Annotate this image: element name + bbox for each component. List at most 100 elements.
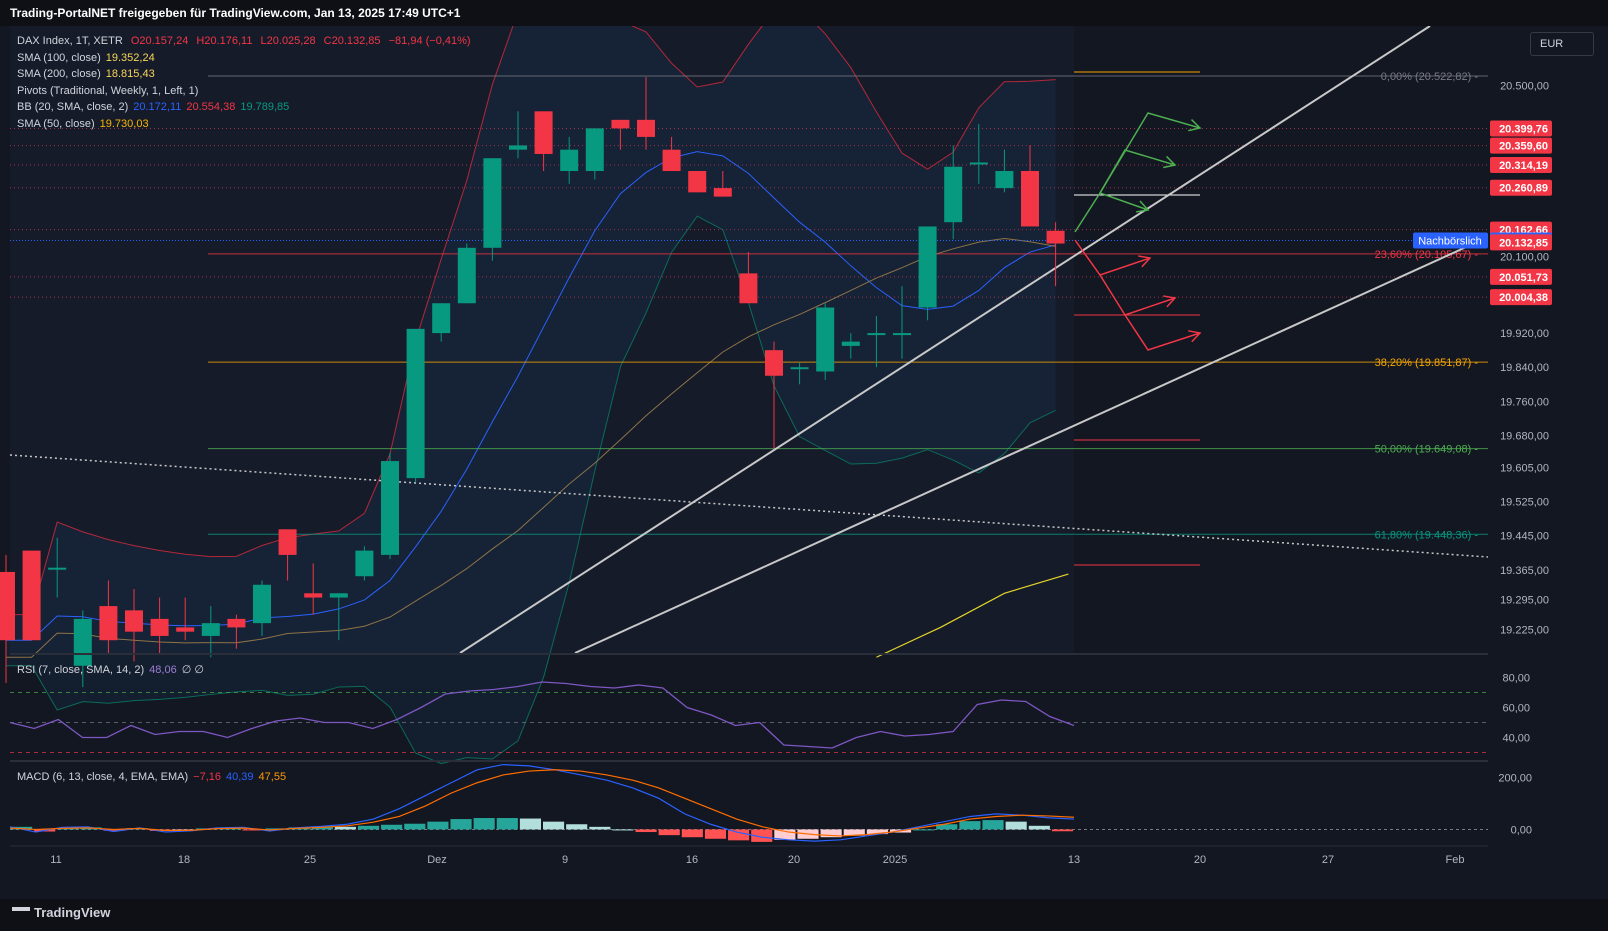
- candle-body: [1046, 230, 1065, 244]
- time-tick-label: 25: [304, 854, 316, 866]
- legend-sma100-value: 19.352,24: [105, 52, 155, 64]
- macd-histogram-bar: [103, 829, 125, 831]
- scenario-arrowhead: [1163, 295, 1177, 308]
- macd-histogram-bar: [658, 829, 680, 836]
- legend-bb-label: BB (20, SMA, close, 2): [17, 101, 129, 113]
- candle-body: [73, 618, 92, 666]
- candle-body: [432, 303, 451, 334]
- price-badge-label: 20.051,73: [1499, 272, 1548, 284]
- candle-body: [918, 226, 937, 308]
- tradingview-logo[interactable]: TradingView: [12, 905, 110, 921]
- candle-body: [457, 247, 476, 304]
- macd-histogram-bar: [982, 820, 1004, 830]
- legend-high: H20.176,11: [196, 35, 253, 47]
- legend-macd-label: MACD (6, 13, close, 4, EMA, EMA): [17, 771, 189, 783]
- macd-signal-line: [9, 769, 1075, 837]
- price-tick-label: 19.365,00: [1500, 565, 1549, 577]
- candle-body: [867, 333, 886, 336]
- candle-body: [509, 145, 527, 150]
- price-tick-label: 19.525,00: [1500, 497, 1549, 509]
- candle-body: [125, 610, 143, 632]
- candle-body: [278, 529, 297, 555]
- candle-body: [253, 584, 271, 624]
- header-bar: Trading-PortalNET freigegeben für Tradin…: [0, 0, 1608, 26]
- candle-body: [0, 571, 15, 641]
- legend-change: −81,94 (−0,41%): [388, 35, 471, 47]
- tradingview-brand: TradingView: [34, 905, 111, 920]
- macd-tick-label: 0,00: [1511, 824, 1532, 836]
- candle-body: [893, 333, 911, 336]
- price-pane[interactable]: 0,00% (20.522,82) - 23,60% (20.105,67) - 3…: [0, 0, 1489, 765]
- candle-body: [355, 550, 374, 577]
- rsi-pane[interactable]: [9, 681, 1488, 753]
- fib-level-label: 23,60% (20.105,67) -: [1375, 249, 1479, 261]
- candle-body: [227, 618, 246, 628]
- candle-body: [22, 550, 41, 641]
- scenario-arrowhead: [1188, 119, 1202, 132]
- fib-level-label: 50,00% (19.649,08) -: [1375, 444, 1479, 456]
- candle-body: [99, 606, 118, 641]
- time-tick-label: Dez: [427, 854, 447, 866]
- macd-histogram-bar: [357, 825, 380, 830]
- legend-rsi[interactable]: RSI (7, close, SMA, 14, 2) 48,06 ∅ ∅: [17, 663, 209, 676]
- bollinger-basis: [6, 151, 1056, 641]
- legend-close: C20.132,85: [323, 35, 381, 47]
- candle-body: [483, 158, 502, 248]
- legend-macd[interactable]: MACD (6, 13, close, 4, EMA, EMA) −7,16 40,…: [17, 771, 291, 783]
- legend-sma100[interactable]: SMA (100, close) 19.352,24: [17, 52, 160, 64]
- macd-pane[interactable]: [9, 763, 1488, 842]
- macd-histogram-bar: [843, 829, 865, 836]
- candle-body: [688, 171, 707, 193]
- candle-body: [637, 119, 655, 137]
- candle-body: [841, 341, 860, 346]
- candle-body: [150, 618, 169, 636]
- fib-level-label: 38,20% (19.851,87) -: [1375, 357, 1479, 369]
- macd-histogram-bar: [496, 818, 518, 830]
- candle-body: [739, 273, 758, 304]
- candle-body: [790, 367, 809, 370]
- bollinger-upper: [6, 0, 1056, 616]
- legend-macd-signal: 47,55: [258, 771, 287, 783]
- candle-body: [176, 627, 195, 632]
- legend-bb[interactable]: BB (20, SMA, close, 2) 20.172,11 20.554,38…: [17, 101, 294, 113]
- macd-histogram-bar: [1051, 829, 1073, 832]
- scenario-arrow: [1124, 314, 1201, 351]
- legend-sma50-value: 19.730,03: [99, 118, 149, 130]
- time-tick-label: 20: [788, 854, 800, 866]
- price-badge-label: 20.314,19: [1499, 160, 1548, 172]
- macd-histogram-bar: [450, 819, 472, 830]
- legend-low: L20.025,28: [260, 35, 316, 47]
- macd-histogram-bar: [404, 823, 426, 830]
- scenario-arrowhead: [1138, 255, 1152, 268]
- time-tick-label: 9: [562, 854, 568, 866]
- price-badge: [1490, 268, 1552, 285]
- legend-bb-basis: 20.172,11: [133, 101, 182, 113]
- price-tick-label: 19.920,00: [1500, 328, 1549, 340]
- candle-body: [48, 567, 67, 570]
- currency-selector[interactable]: EUR: [1530, 32, 1594, 56]
- scenario-arrowhead: [1136, 200, 1150, 213]
- candle-body: [406, 328, 425, 479]
- macd-histogram-bar: [427, 821, 449, 830]
- candle-body: [1021, 171, 1039, 227]
- trend-line: [574, 242, 1476, 654]
- macd-histogram-bar: [519, 818, 541, 830]
- legend-sma200[interactable]: SMA (200, close) 18.815,43: [17, 68, 160, 80]
- after-hours-label: Nachbörslich: [1418, 235, 1482, 247]
- scenario-arrow: [1099, 192, 1149, 211]
- price-badge: [1490, 156, 1552, 173]
- legend-sma50-label: SMA (50, close): [17, 118, 95, 130]
- legend-sma50[interactable]: SMA (50, close) 19.730,03: [17, 118, 154, 130]
- legend-sma200-value: 18.815,43: [105, 68, 155, 80]
- macd-histogram-bar: [704, 829, 727, 839]
- price-badge-label: 20.359,60: [1499, 141, 1548, 153]
- legend-pivots[interactable]: Pivots (Traditional, Weekly, 1, Left, 1): [17, 85, 203, 97]
- price-tick-label: 20.100,00: [1500, 251, 1549, 263]
- scenario-arrowhead: [1163, 155, 1177, 169]
- axis-labels: 20.500,00 20.100,00 19.920,00 19.840,00 19.7…: [10, 26, 1608, 899]
- price-tick-label: 19.840,00: [1500, 362, 1549, 374]
- time-tick-label: 18: [178, 854, 190, 866]
- candle-body: [381, 461, 399, 555]
- rsi-tick-label: 60,00: [1502, 703, 1530, 715]
